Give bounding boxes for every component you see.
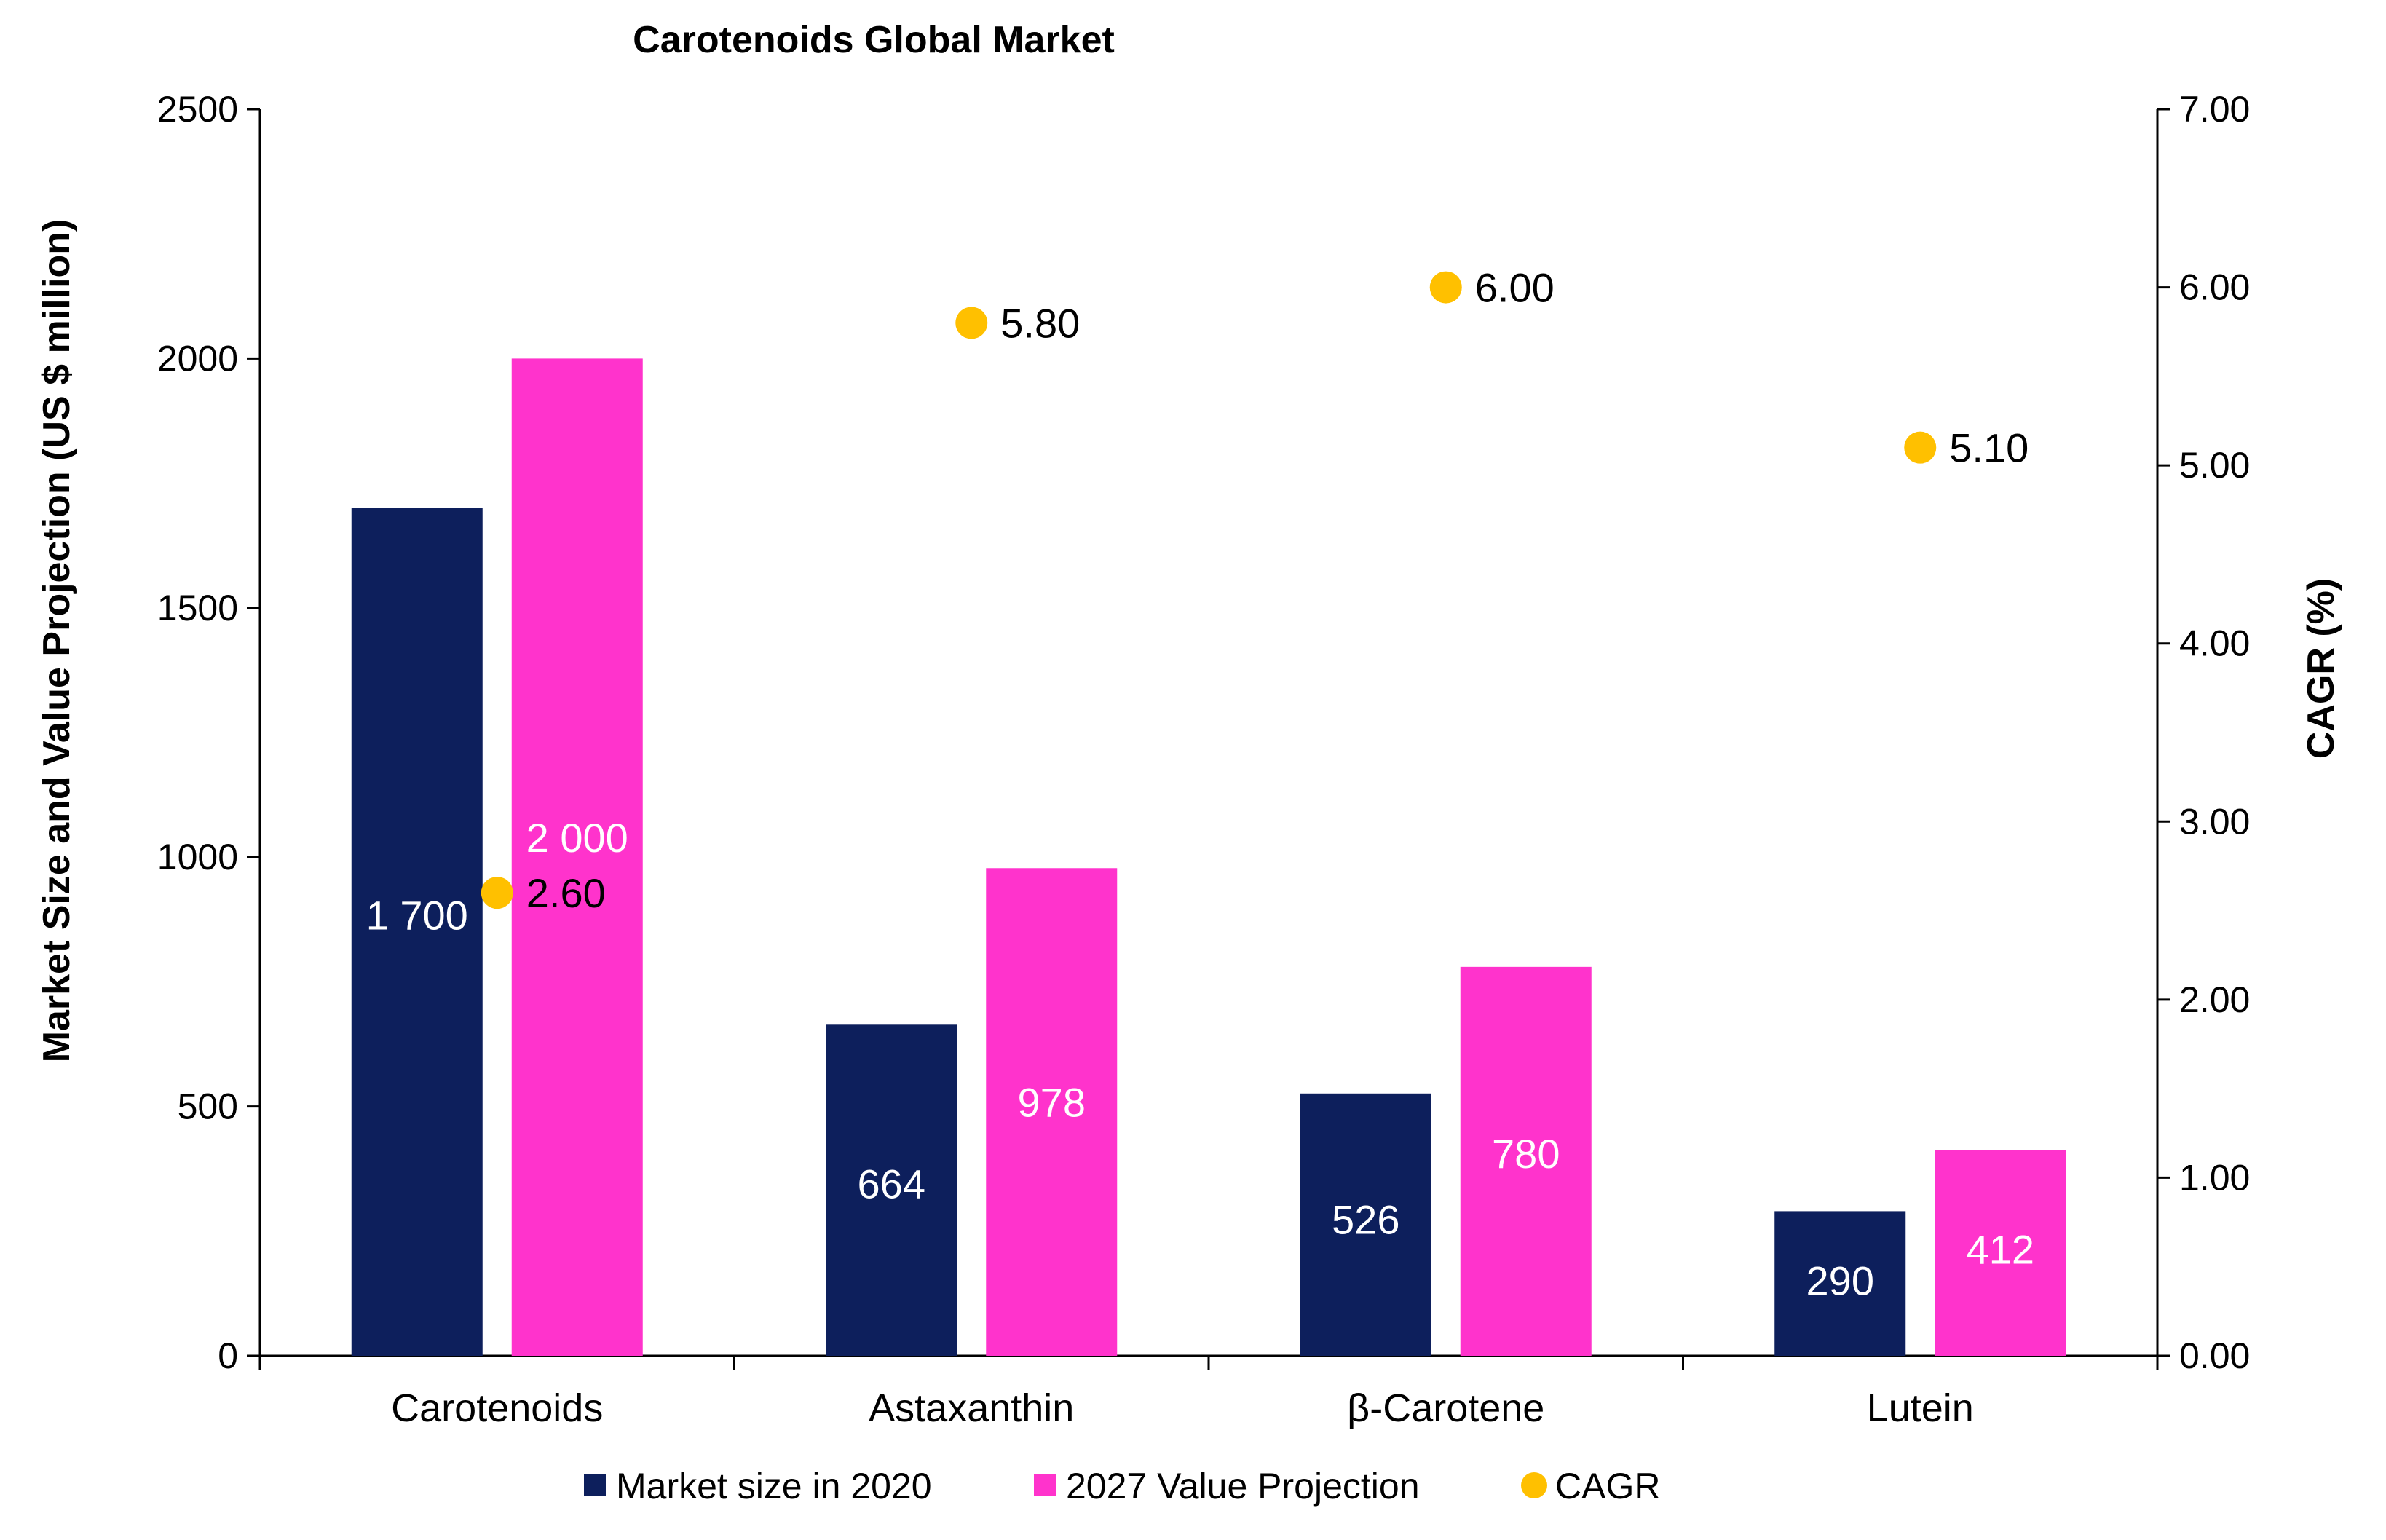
- legend: Market size in 2020 2027 Value Projection…: [584, 1466, 1660, 1507]
- bar: [1935, 1150, 2066, 1356]
- y-tick-label: 1500: [157, 588, 238, 628]
- bar-value-label: 412: [1967, 1226, 2034, 1272]
- y2-tick-label: 2.00: [2179, 979, 2250, 1020]
- cagr-value-label: 5.80: [1000, 300, 1080, 346]
- cagr-point: [1904, 431, 1937, 464]
- y2-axis-title: CAGR (%): [2300, 578, 2342, 759]
- y2-tick-label: 5.00: [2179, 445, 2250, 486]
- y2-tick-label: 3.00: [2179, 801, 2250, 842]
- bar: [1300, 1093, 1431, 1356]
- bar: [986, 868, 1118, 1356]
- legend-label-1: 2027 Value Projection: [1066, 1466, 1420, 1507]
- legend-label-0: Market size in 2020: [616, 1466, 932, 1507]
- x-tick-label: Astaxanthin: [869, 1386, 1074, 1430]
- y-tick-label: 500: [178, 1086, 238, 1127]
- x-tick-label: Lutein: [1867, 1386, 1974, 1430]
- y-tick-label: 2000: [157, 338, 238, 379]
- cagr-value-label: 6.00: [1475, 265, 1555, 311]
- cagr-points-group: 2.60 5.80 6.00 5.10: [481, 265, 2029, 916]
- bar: [826, 1024, 957, 1356]
- legend-marker-2: [1521, 1472, 1547, 1498]
- bar-value-label: 780: [1492, 1131, 1560, 1177]
- cagr-value-label: 5.10: [1949, 425, 2029, 471]
- bar-value-label: 1 700: [366, 893, 468, 939]
- y2-tick-label: 4.00: [2179, 623, 2250, 664]
- axes: 0 500 1000 1500 2000 2500 0.00 1.00 2.00 3.00 4.00…: [157, 89, 2251, 1430]
- y-axis-title: Market Size and Value Projection (US $ m…: [36, 219, 78, 1063]
- bar-value-label: 526: [1332, 1197, 1399, 1243]
- bar: [1774, 1211, 1906, 1356]
- chart-title: Carotenoids Global Market: [633, 19, 1115, 61]
- y2-tick-label: 7.00: [2179, 89, 2250, 130]
- bar-value-label: 978: [1018, 1080, 1086, 1126]
- cagr-value-label: 2.60: [526, 870, 606, 916]
- bar-value-label: 290: [1806, 1258, 1874, 1304]
- y2-tick-label: 0.00: [2179, 1335, 2250, 1376]
- bar: [351, 508, 483, 1356]
- y-tick-label: 1000: [157, 837, 238, 877]
- bar-value-label: 2 000: [526, 815, 628, 861]
- cagr-point: [955, 307, 988, 339]
- x-tick-label: Carotenoids: [391, 1386, 603, 1430]
- legend-marker-1: [1034, 1474, 1056, 1496]
- bars-group: 1 700 664 526 290 2 000 978 780 412: [351, 358, 2066, 1356]
- cagr-point: [481, 877, 513, 909]
- y-tick-label: 0: [218, 1335, 238, 1376]
- bar: [511, 358, 643, 1356]
- y2-tick-label: 1.00: [2179, 1157, 2250, 1198]
- y2-tick-label: 6.00: [2179, 267, 2250, 308]
- legend-label-2: CAGR: [1555, 1466, 1660, 1507]
- bar-value-label: 664: [858, 1161, 925, 1207]
- legend-marker-0: [584, 1474, 606, 1496]
- cagr-point: [1429, 271, 1462, 304]
- y-tick-label: 2500: [157, 89, 238, 130]
- bar: [1460, 966, 1592, 1356]
- x-tick-label: β-Carotene: [1347, 1386, 1544, 1430]
